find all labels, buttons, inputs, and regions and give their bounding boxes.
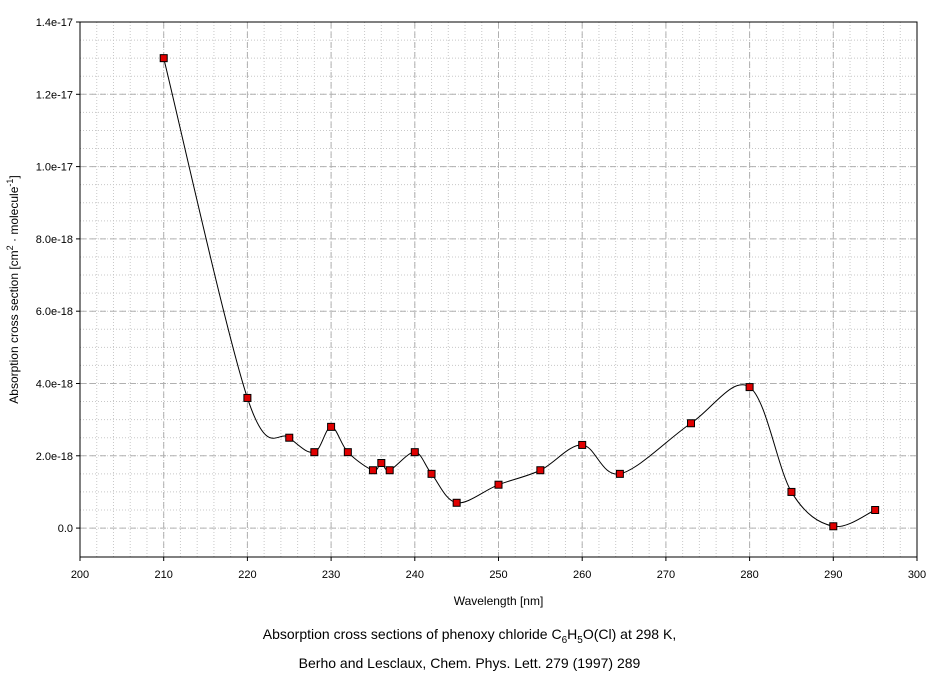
y-axis-title-sup2: -1 bbox=[5, 179, 15, 187]
data-point bbox=[368, 466, 377, 475]
x-axis-title: Wavelength [nm] bbox=[454, 594, 544, 608]
caption-sub-2: 5 bbox=[577, 634, 583, 646]
x-axis: 200 210 220 230 240 250 260 270 280 290 300 bbox=[71, 557, 926, 581]
series-markers bbox=[159, 54, 880, 531]
x-tick-label: 230 bbox=[322, 569, 340, 581]
x-tick-label: 220 bbox=[238, 569, 256, 581]
caption-line-2: Berho and Lesclaux, Chem. Phys. Lett. 27… bbox=[298, 654, 641, 671]
data-point bbox=[243, 393, 252, 402]
minor-grid bbox=[79, 21, 918, 557]
data-point bbox=[787, 487, 796, 496]
data-point bbox=[327, 422, 336, 431]
y-tick-label: 4.0e-18 bbox=[36, 378, 73, 390]
data-point bbox=[829, 522, 838, 531]
data-point bbox=[343, 448, 352, 457]
y-tick-label: 8.0e-18 bbox=[36, 234, 73, 246]
y-axis-title-suffix: ] bbox=[7, 175, 21, 178]
y-tick-label: 1.2e-17 bbox=[36, 89, 73, 101]
y-tick-label: 6.0e-18 bbox=[36, 306, 73, 318]
x-tick-label: 270 bbox=[657, 569, 675, 581]
x-tick-label: 280 bbox=[740, 569, 758, 581]
caption-line-1: Absorption cross sections of phenoxy chl… bbox=[0, 623, 939, 652]
data-point bbox=[687, 419, 696, 428]
data-point bbox=[452, 498, 461, 507]
caption-sub-1: 6 bbox=[561, 634, 568, 646]
series-line bbox=[163, 58, 876, 528]
data-point bbox=[615, 469, 624, 478]
caption-text-a: Absorption cross sections of phenoxy chl… bbox=[262, 626, 562, 642]
x-tick-label: 210 bbox=[155, 569, 173, 581]
x-tick-label: 300 bbox=[908, 569, 926, 581]
data-point bbox=[159, 54, 168, 63]
x-tick-label: 290 bbox=[824, 569, 842, 581]
data-point bbox=[310, 448, 319, 457]
y-axis-title-sup1: 2 bbox=[5, 245, 15, 250]
y-axis-title-middle: · molecule bbox=[7, 186, 21, 245]
data-point bbox=[536, 466, 545, 475]
data-point bbox=[871, 506, 880, 515]
chart: 200 210 220 230 240 250 260 270 280 290 300 0.0 2.0… bbox=[5, 17, 926, 608]
y-axis-title-prefix: Absorption cross section [cm bbox=[7, 250, 21, 403]
x-tick-label: 260 bbox=[573, 569, 591, 581]
x-tick-label: 200 bbox=[71, 569, 89, 581]
figure-caption: Absorption cross sections of phenoxy chl… bbox=[0, 623, 939, 675]
y-tick-label: 1.4e-17 bbox=[36, 17, 73, 29]
data-point bbox=[410, 448, 419, 457]
y-axis: 0.0 2.0e-18 4.0e-18 6.0e-18 8.0e-18 1.0e-17 1.… bbox=[36, 17, 80, 535]
caption-text-h: H bbox=[567, 626, 578, 642]
y-axis-title: Absorption cross section [cm2 · molecule… bbox=[5, 175, 21, 403]
x-tick-label: 250 bbox=[489, 569, 507, 581]
caption-text-b: O(Cl) at 298 K, bbox=[582, 626, 677, 642]
data-point bbox=[578, 440, 587, 449]
data-point bbox=[385, 466, 394, 475]
x-tick-label: 240 bbox=[406, 569, 424, 581]
data-point bbox=[494, 480, 503, 489]
data-point bbox=[745, 383, 754, 392]
data-point bbox=[427, 469, 436, 478]
y-tick-label: 1.0e-17 bbox=[36, 162, 73, 174]
data-point bbox=[285, 433, 294, 442]
y-tick-label: 0.0 bbox=[58, 523, 73, 535]
data-point bbox=[377, 459, 386, 468]
y-tick-label: 2.0e-18 bbox=[36, 451, 73, 463]
